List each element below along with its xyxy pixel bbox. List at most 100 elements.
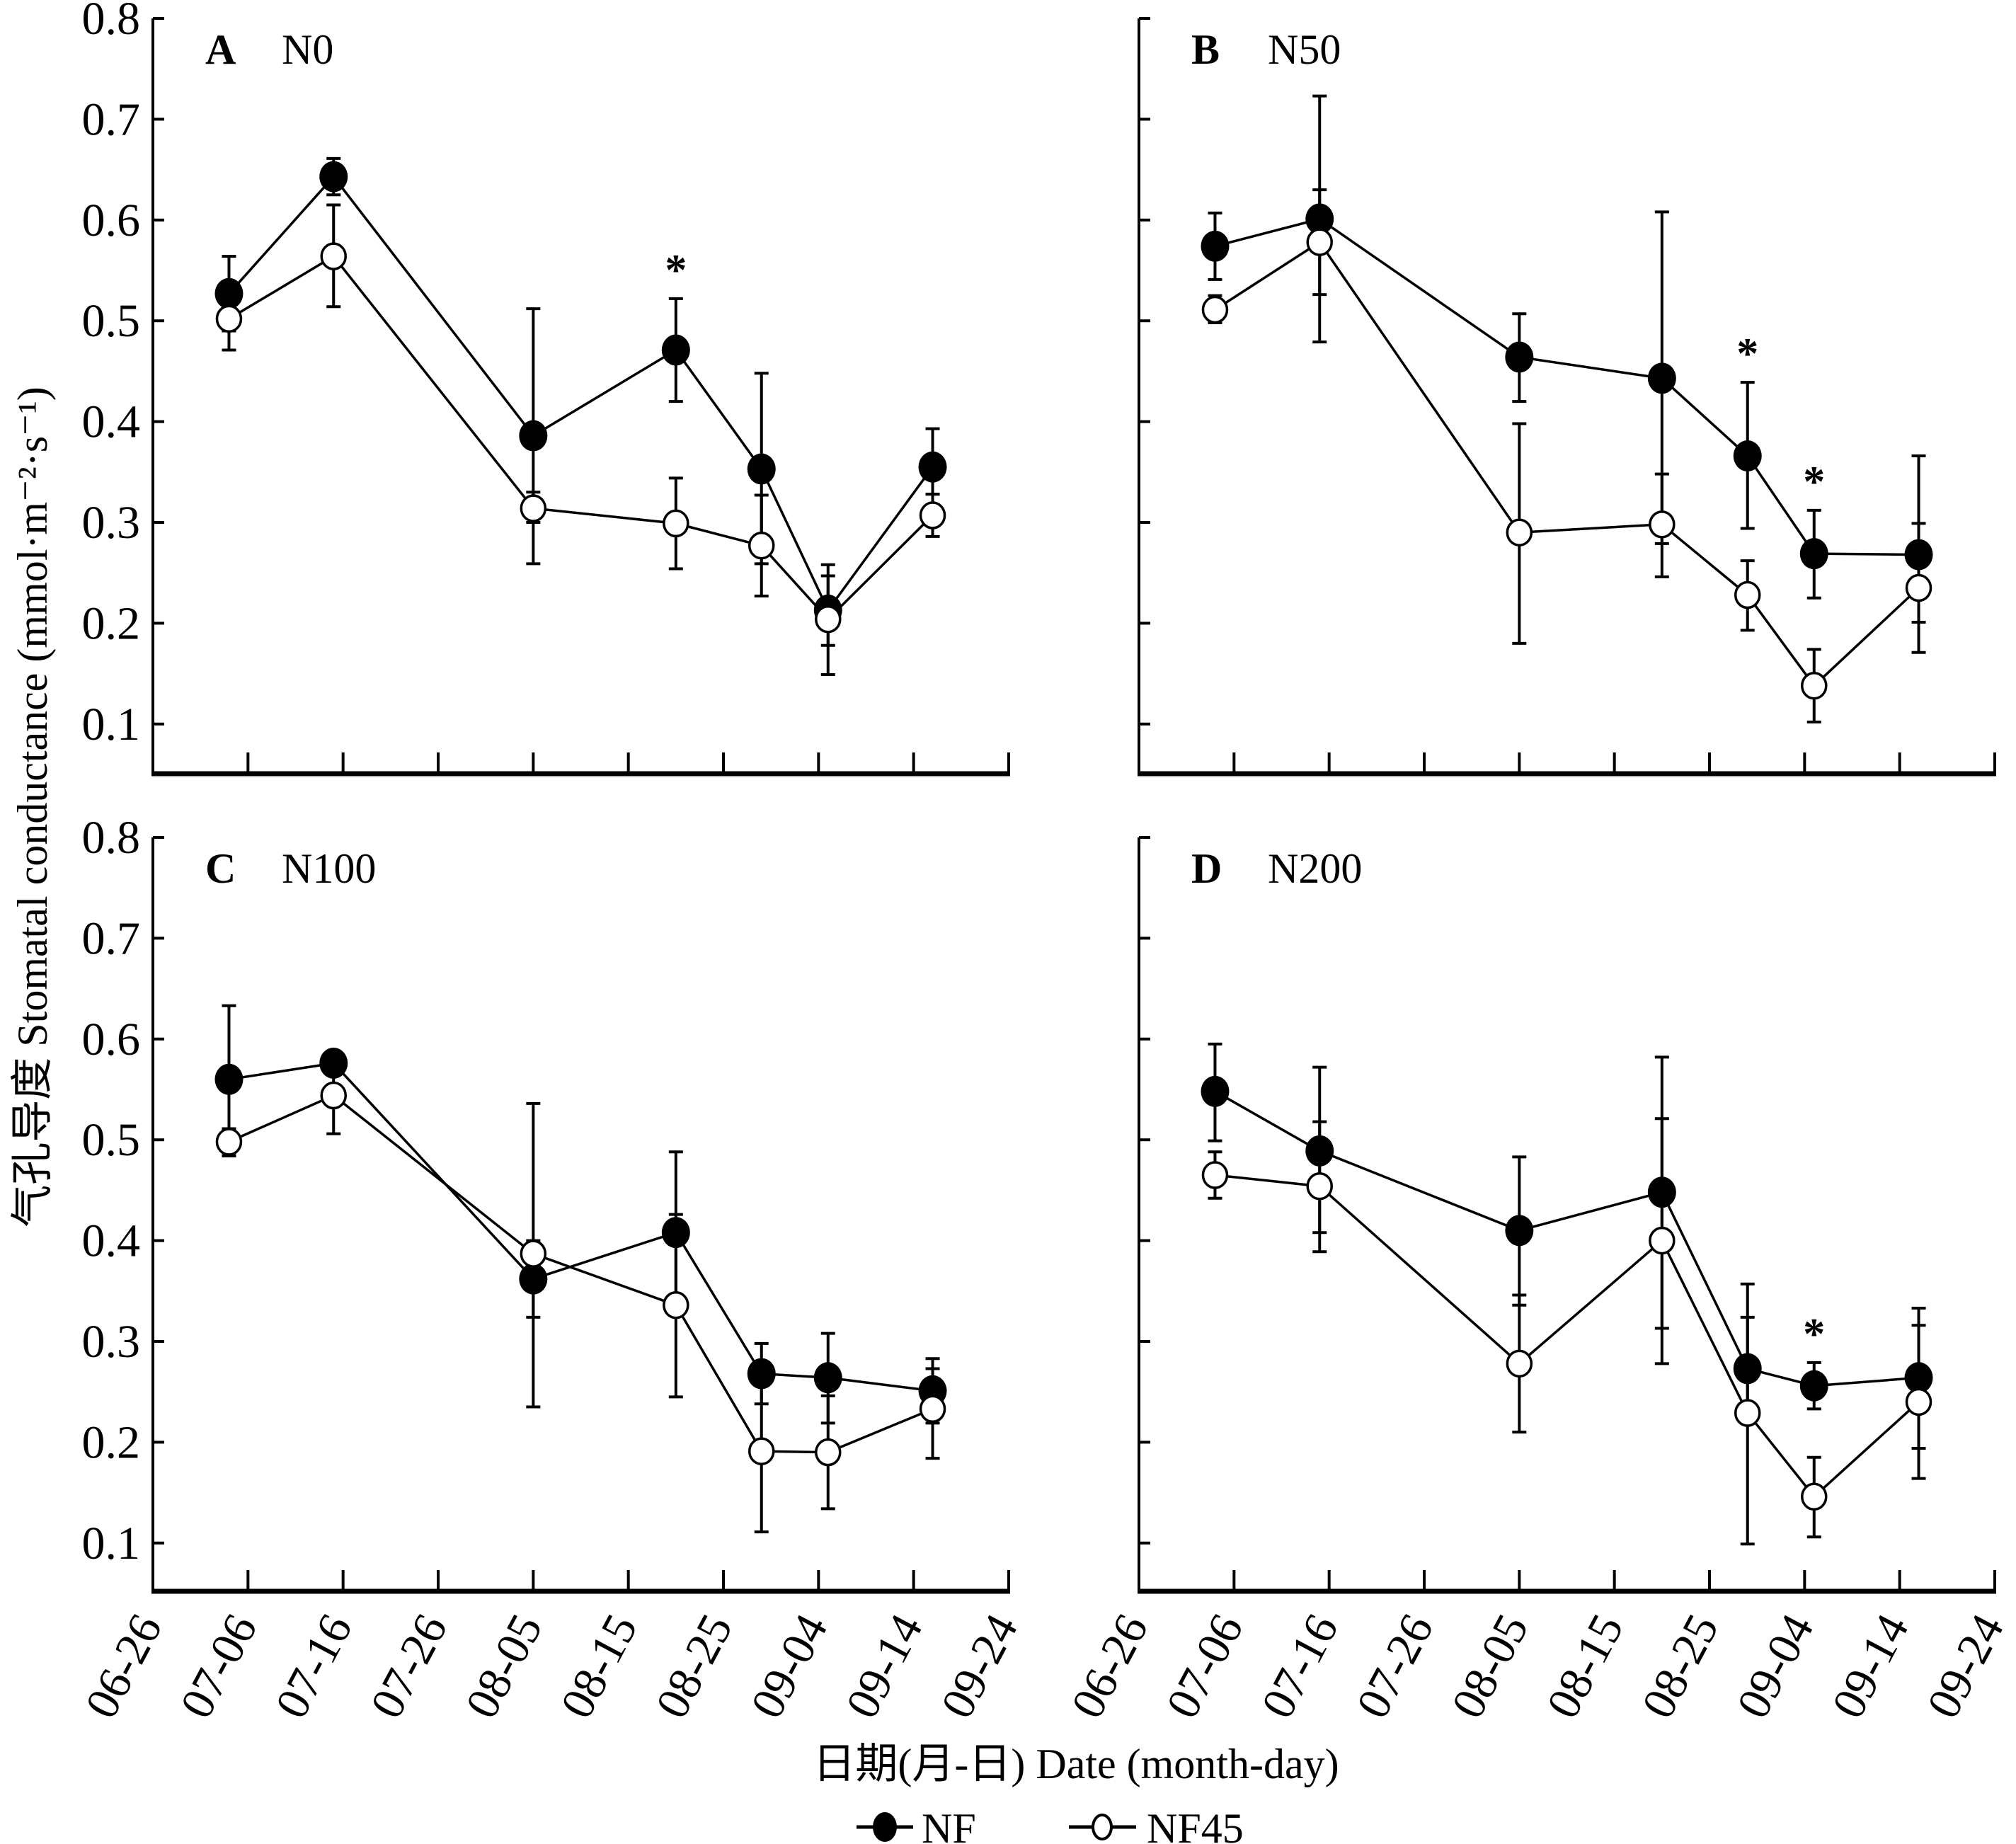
data-point-nf [319, 161, 348, 193]
y-tick-label: 0.5 [82, 1114, 141, 1166]
y-tick-label: 0.2 [82, 1416, 141, 1468]
x-tick-label: 08-15 [1537, 1606, 1634, 1726]
data-point-nf [1305, 203, 1334, 235]
x-tick-label: 08-15 [551, 1606, 648, 1726]
data-point-nf [1505, 341, 1534, 373]
panel-letter: C [205, 845, 236, 892]
series-nf [222, 156, 940, 647]
panel-treatment-label: N0 [282, 26, 333, 73]
data-point-nf [1201, 1075, 1230, 1107]
y-tick-label: 0.8 [82, 0, 141, 45]
data-point-nf [1799, 1370, 1828, 1402]
legend-label-nf: NF [922, 1805, 976, 1844]
data-point-nf [661, 334, 690, 366]
series-nf45 [1208, 188, 1926, 723]
data-point-nf45 [1201, 295, 1229, 324]
data-point-nf [1733, 1353, 1762, 1385]
legend: NF NF45 [857, 1805, 1244, 1844]
data-point-nf [214, 1063, 244, 1095]
data-point-nf45 [215, 1128, 243, 1156]
x-tick-label: 09-04 [741, 1606, 838, 1726]
y-tick-label: 0.7 [82, 912, 141, 964]
data-point-nf [519, 1263, 548, 1295]
y-tick-label: 0.1 [82, 699, 141, 750]
significance-asterisk: * [1736, 330, 1758, 378]
x-tick-label: 07-26 [1346, 1606, 1443, 1726]
data-point-nf [1904, 539, 1933, 571]
panel-treatment-label: N100 [282, 845, 376, 892]
panels: 0.1 0.2 0.3 0.4 0.5 0.6 0.7 0.8 A N0 * B N50 * * 0.1 0.2… [75, 0, 2014, 1726]
y-tick-label: 0.6 [82, 195, 141, 246]
data-point-nf [1305, 1135, 1334, 1167]
data-point-nf45 [663, 1290, 689, 1319]
legend-marker-nf45 [1092, 1814, 1113, 1840]
x-axis-title: 日期(月-日) Date (month-day) [813, 1741, 1339, 1787]
data-point-nf45 [215, 304, 243, 333]
data-point-nf45 [815, 1438, 842, 1467]
panel-treatment-label: N200 [1268, 845, 1362, 892]
significance-asterisk: * [1803, 1310, 1825, 1358]
x-tick-label: 08-25 [1632, 1606, 1729, 1726]
x-tick-label: 08-25 [646, 1606, 743, 1726]
x-tick-label: 07-06 [1157, 1606, 1254, 1726]
data-point-nf [1201, 230, 1230, 262]
x-tick-label: 09-14 [836, 1606, 933, 1726]
data-point-nf [1647, 362, 1676, 394]
x-tick-label: 06-26 [1061, 1606, 1158, 1726]
data-point-nf45 [520, 494, 547, 522]
data-point-nf [747, 453, 776, 485]
y-axis-title: 气孔导度 Stomatal conductance (mmol·m⁻²·s⁻¹) [9, 386, 56, 1227]
data-point-nf45 [815, 605, 842, 634]
data-point-nf [1733, 440, 1762, 472]
legend-item-nf45: NF45 [1069, 1805, 1244, 1844]
x-tick-label: 06-26 [75, 1606, 172, 1726]
data-point-nf [661, 1217, 690, 1249]
data-point-nf45 [748, 1437, 775, 1465]
legend-item-nf: NF [857, 1805, 976, 1844]
data-point-nf45 [1201, 1161, 1229, 1189]
data-point-nf45 [520, 1239, 547, 1268]
data-point-nf45 [1734, 1399, 1761, 1427]
x-tick-label: 08-05 [456, 1606, 553, 1726]
data-point-nf45 [663, 509, 689, 538]
data-point-nf45 [320, 242, 347, 270]
data-point-nf45 [1905, 573, 1932, 602]
data-point-nf45 [1734, 580, 1761, 609]
data-point-nf45 [1306, 1172, 1333, 1201]
panel-d: 06-2607-0607-1607-2608-0508-1508-2509-04… [1061, 836, 2014, 1726]
y-tick-label: 0.1 [82, 1518, 141, 1569]
data-point-nf [1799, 538, 1828, 570]
data-point-nf45 [1306, 228, 1333, 256]
data-point-nf [519, 420, 548, 452]
panel-b: B N50 * * [1138, 17, 1996, 777]
data-point-nf [747, 1358, 776, 1390]
data-point-nf [319, 1047, 348, 1079]
legend-label-nf45: NF45 [1147, 1805, 1244, 1844]
y-tick-label: 0.8 [82, 812, 141, 864]
data-point-nf [918, 451, 947, 483]
x-tick-label: 09-14 [1822, 1606, 1919, 1726]
x-tick-label: 07-16 [1252, 1606, 1348, 1726]
data-point-nf45 [1649, 510, 1676, 539]
y-tick-label: 0.3 [82, 1316, 141, 1368]
panel-letter: A [205, 26, 236, 73]
data-point-nf [1904, 1362, 1933, 1394]
x-tick-label: 08-05 [1442, 1606, 1539, 1726]
data-point-nf45 [919, 1395, 946, 1424]
data-point-nf [1505, 1215, 1534, 1247]
data-point-nf45 [1801, 1482, 1828, 1511]
data-point-nf45 [1905, 1387, 1932, 1416]
data-point-nf45 [748, 532, 775, 560]
data-point-nf45 [320, 1081, 347, 1110]
y-tick-label: 0.6 [82, 1014, 141, 1065]
panel-letter: B [1191, 26, 1220, 73]
data-point-nf45 [1506, 518, 1533, 546]
data-point-nf45 [1506, 1349, 1533, 1378]
panel-letter: D [1191, 845, 1222, 892]
x-tick-label: 09-24 [931, 1606, 1028, 1726]
significance-asterisk: * [1803, 458, 1825, 506]
x-tick-label: 09-04 [1727, 1606, 1824, 1726]
panel-a: 0.1 0.2 0.3 0.4 0.5 0.6 0.7 0.8 A N0 * [82, 0, 1010, 777]
significance-asterisk: * [665, 246, 687, 294]
y-tick-label: 0.3 [82, 497, 141, 549]
